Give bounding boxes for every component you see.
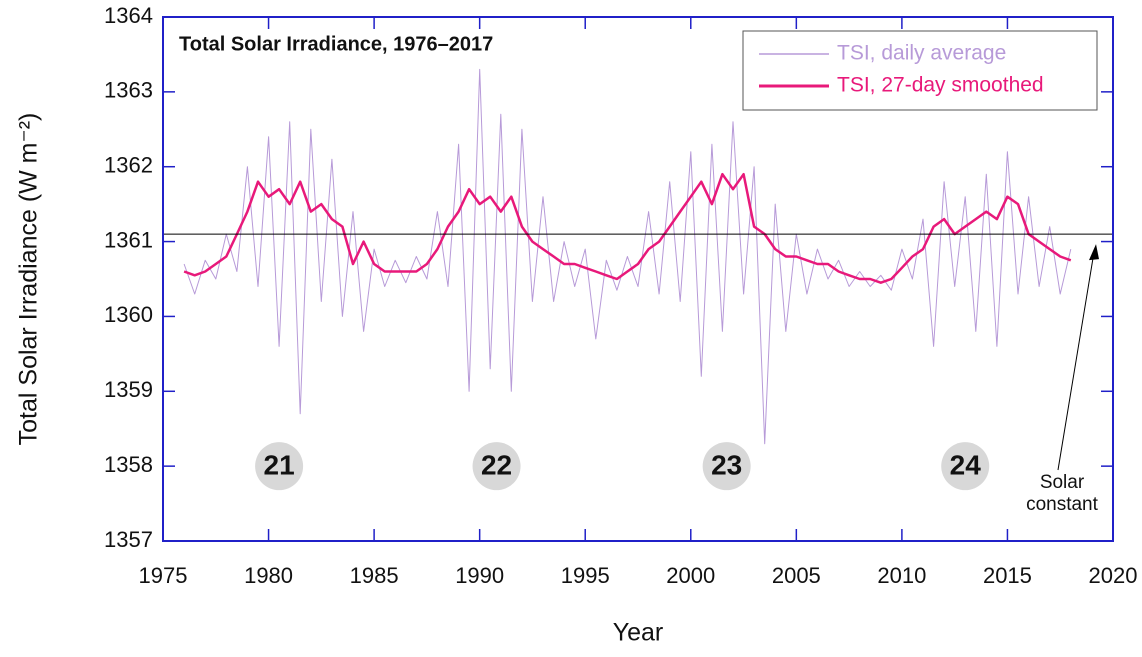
cycle-label: 21 <box>264 450 295 481</box>
x-tick-label: 1990 <box>455 563 504 588</box>
y-tick-label: 1364 <box>104 3 153 28</box>
x-tick-label: 1975 <box>139 563 188 588</box>
x-tick-label: 1985 <box>350 563 399 588</box>
cycle-label: 24 <box>950 450 982 481</box>
y-tick-label: 1357 <box>104 527 153 552</box>
solar-constant-label: Solar constant <box>1026 472 1098 515</box>
y-tick-label: 1361 <box>104 227 153 252</box>
y-tick-label: 1362 <box>104 153 153 178</box>
y-tick-label: 1360 <box>104 302 153 327</box>
legend-label: TSI, daily average <box>837 42 1006 65</box>
legend-label: TSI, 27-day smoothed <box>837 74 1044 97</box>
annotation-arrow <box>1057 252 1095 471</box>
y-tick-label: 1358 <box>104 452 153 477</box>
x-tick-label: 2000 <box>666 563 715 588</box>
legend-box <box>742 30 1098 111</box>
cycle-badge <box>941 442 990 491</box>
x-tick-label: 1995 <box>561 563 610 588</box>
cycle-label: 23 <box>711 450 742 481</box>
chart-title: Total Solar Irradiance, 1976–2017 <box>179 33 493 55</box>
plot-frame <box>162 16 1114 542</box>
x-tick-label: 2010 <box>877 563 926 588</box>
x-tick-label: 1980 <box>244 563 293 588</box>
y-axis-title: Total Solar Irradiance (W m⁻²) <box>15 113 43 446</box>
x-axis-title: Year <box>613 619 664 647</box>
series-line <box>183 172 1072 284</box>
cycle-badge <box>702 442 751 491</box>
x-tick-label: 2015 <box>983 563 1032 588</box>
cycle-badge <box>255 442 304 491</box>
arrow-head <box>1089 244 1099 261</box>
cycle-label: 22 <box>481 450 512 481</box>
cycle-badge <box>472 442 521 491</box>
x-tick-label: 2005 <box>772 563 821 588</box>
x-tick-label: 2020 <box>1089 563 1138 588</box>
y-tick-label: 1359 <box>104 377 153 402</box>
y-tick-label: 1363 <box>104 78 153 103</box>
series-line <box>183 68 1072 445</box>
